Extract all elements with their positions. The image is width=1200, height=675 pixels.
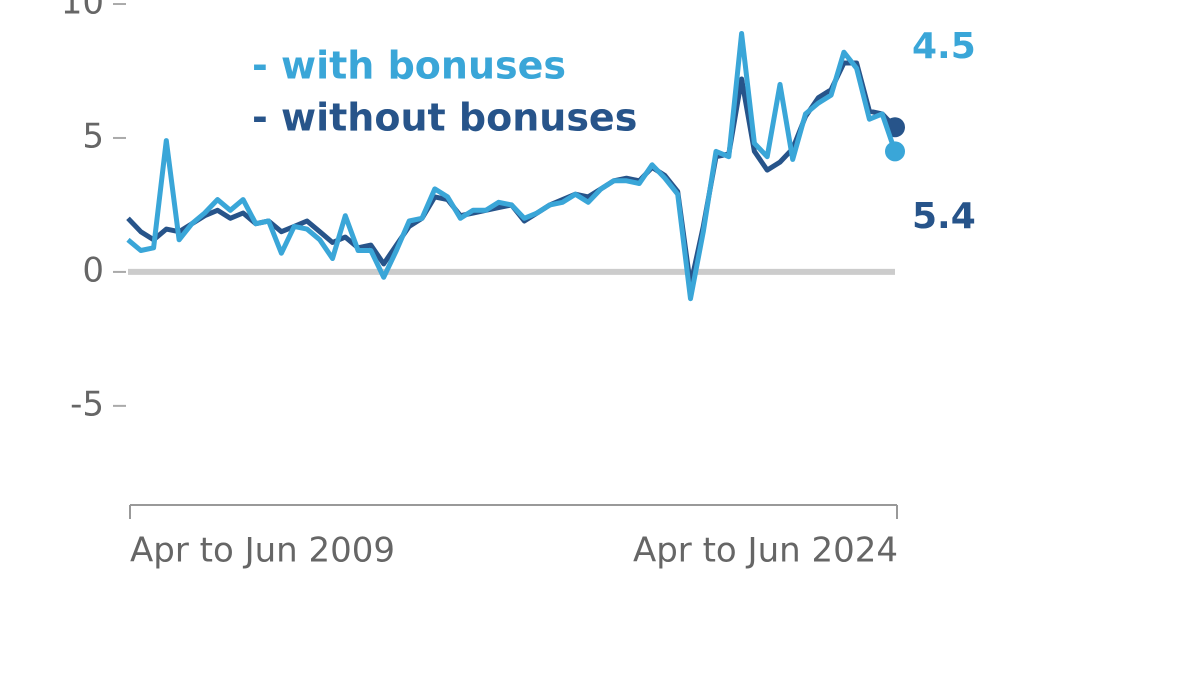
- legend-entry: - without bonuses: [252, 96, 637, 140]
- series-line: [126, 31, 898, 302]
- x-tick-label: Apr to Jun 2009: [130, 531, 395, 571]
- value-label: 5.4: [912, 196, 976, 237]
- y-tick-label: -5: [70, 384, 104, 424]
- y-tick-label: 0: [82, 250, 104, 290]
- y-tick-label: 5: [82, 116, 104, 156]
- value-label: 4.5: [912, 26, 976, 67]
- legend-entry: - with bonuses: [252, 44, 566, 88]
- x-tick-label: Apr to Jun 2024: [633, 531, 898, 571]
- y-tick-label: 10: [61, 0, 104, 23]
- end-marker: [885, 141, 905, 162]
